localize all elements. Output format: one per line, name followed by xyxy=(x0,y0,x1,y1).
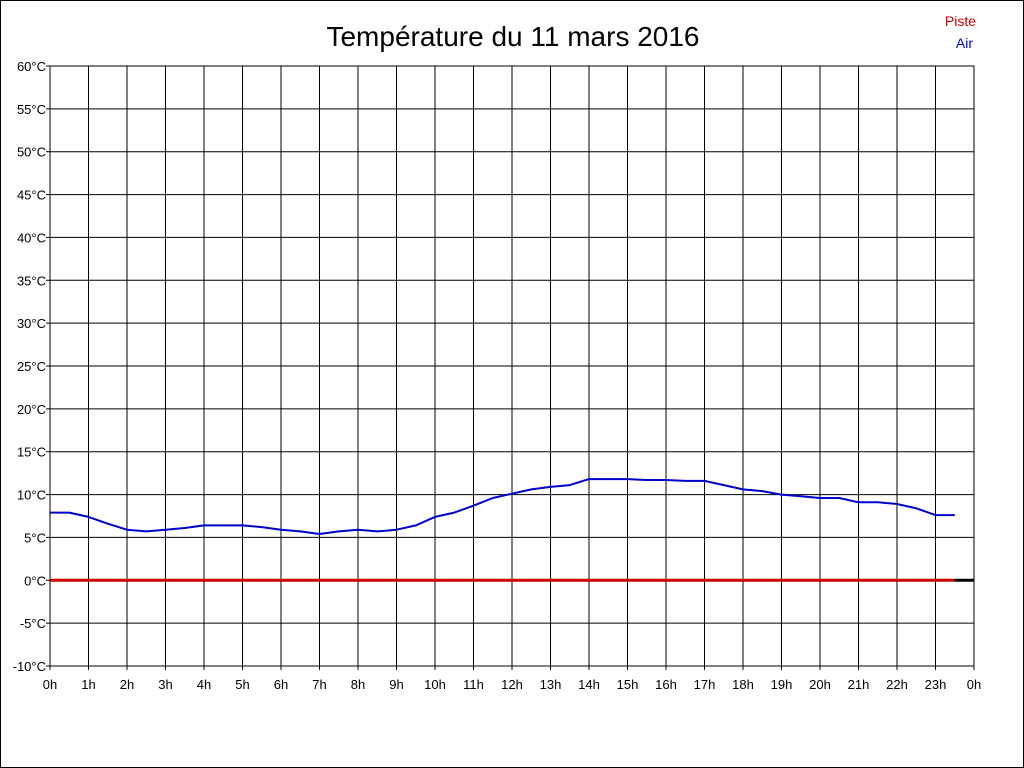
y-tick-label: 10°C xyxy=(17,488,46,503)
x-tick-label: 9h xyxy=(389,677,403,692)
plot-border xyxy=(49,65,975,667)
series-line-air xyxy=(50,478,955,535)
x-tick-label: 16h xyxy=(655,677,677,692)
grid xyxy=(49,65,975,667)
x-tick-label: 2h xyxy=(120,677,134,692)
x-tick-label: 0h xyxy=(43,677,57,692)
x-tick-label: 22h xyxy=(886,677,908,692)
y-tick-label: 55°C xyxy=(17,102,46,117)
x-tick-label: 20h xyxy=(809,677,831,692)
x-tick-label: 21h xyxy=(848,677,870,692)
y-tick-label: -5°C xyxy=(20,616,46,631)
x-tick-label: 3h xyxy=(158,677,172,692)
x-tick-label: 4h xyxy=(197,677,211,692)
x-tick-label: 13h xyxy=(540,677,562,692)
y-tick-label: 15°C xyxy=(17,445,46,460)
legend-piste: Piste xyxy=(945,13,976,29)
x-tick-label: 0h xyxy=(967,677,981,692)
y-tick-label: 60°C xyxy=(17,59,46,74)
x-tick-label: 12h xyxy=(501,677,523,692)
y-tick-label: 40°C xyxy=(17,230,46,245)
series-layer xyxy=(50,478,955,582)
y-tick-label: 5°C xyxy=(24,530,46,545)
x-tick-label: 6h xyxy=(274,677,288,692)
y-tick-label: 45°C xyxy=(17,188,46,203)
x-tick-label: 5h xyxy=(235,677,249,692)
y-tick-label: 30°C xyxy=(17,316,46,331)
x-tick-label: 19h xyxy=(771,677,793,692)
x-tick-label: 14h xyxy=(578,677,600,692)
y-tick-label: 35°C xyxy=(17,273,46,288)
y-tick-label: 25°C xyxy=(17,359,46,374)
x-tick-label: 15h xyxy=(617,677,639,692)
x-tick-label: 23h xyxy=(925,677,947,692)
y-tick-label: 20°C xyxy=(17,402,46,417)
x-axis-ticks: 0h 1h 2h 3h 4h 5h 6h 7h 8h 9h 10h 11h 12h 13h 14h 15h 16… xyxy=(43,666,981,692)
x-tick-label: 1h xyxy=(81,677,95,692)
chart-title: Température du 11 mars 2016 xyxy=(326,21,699,52)
x-tick-label: 7h xyxy=(312,677,326,692)
y-tick-label: -10°C xyxy=(13,659,46,674)
y-tick-label: 0°C xyxy=(24,573,46,588)
x-tick-label: 18h xyxy=(732,677,754,692)
x-tick-label: 8h xyxy=(351,677,365,692)
x-tick-label: 10h xyxy=(424,677,446,692)
x-tick-label: 17h xyxy=(694,677,716,692)
x-tick-label: 11h xyxy=(463,677,484,692)
y-axis-ticks: 60°C 55°C 50°C 45°C 40°C 35°C 30°C 25°C 20°C 15°C… xyxy=(13,59,50,674)
legend-air: Air xyxy=(956,35,973,51)
y-tick-label: 50°C xyxy=(17,145,46,160)
